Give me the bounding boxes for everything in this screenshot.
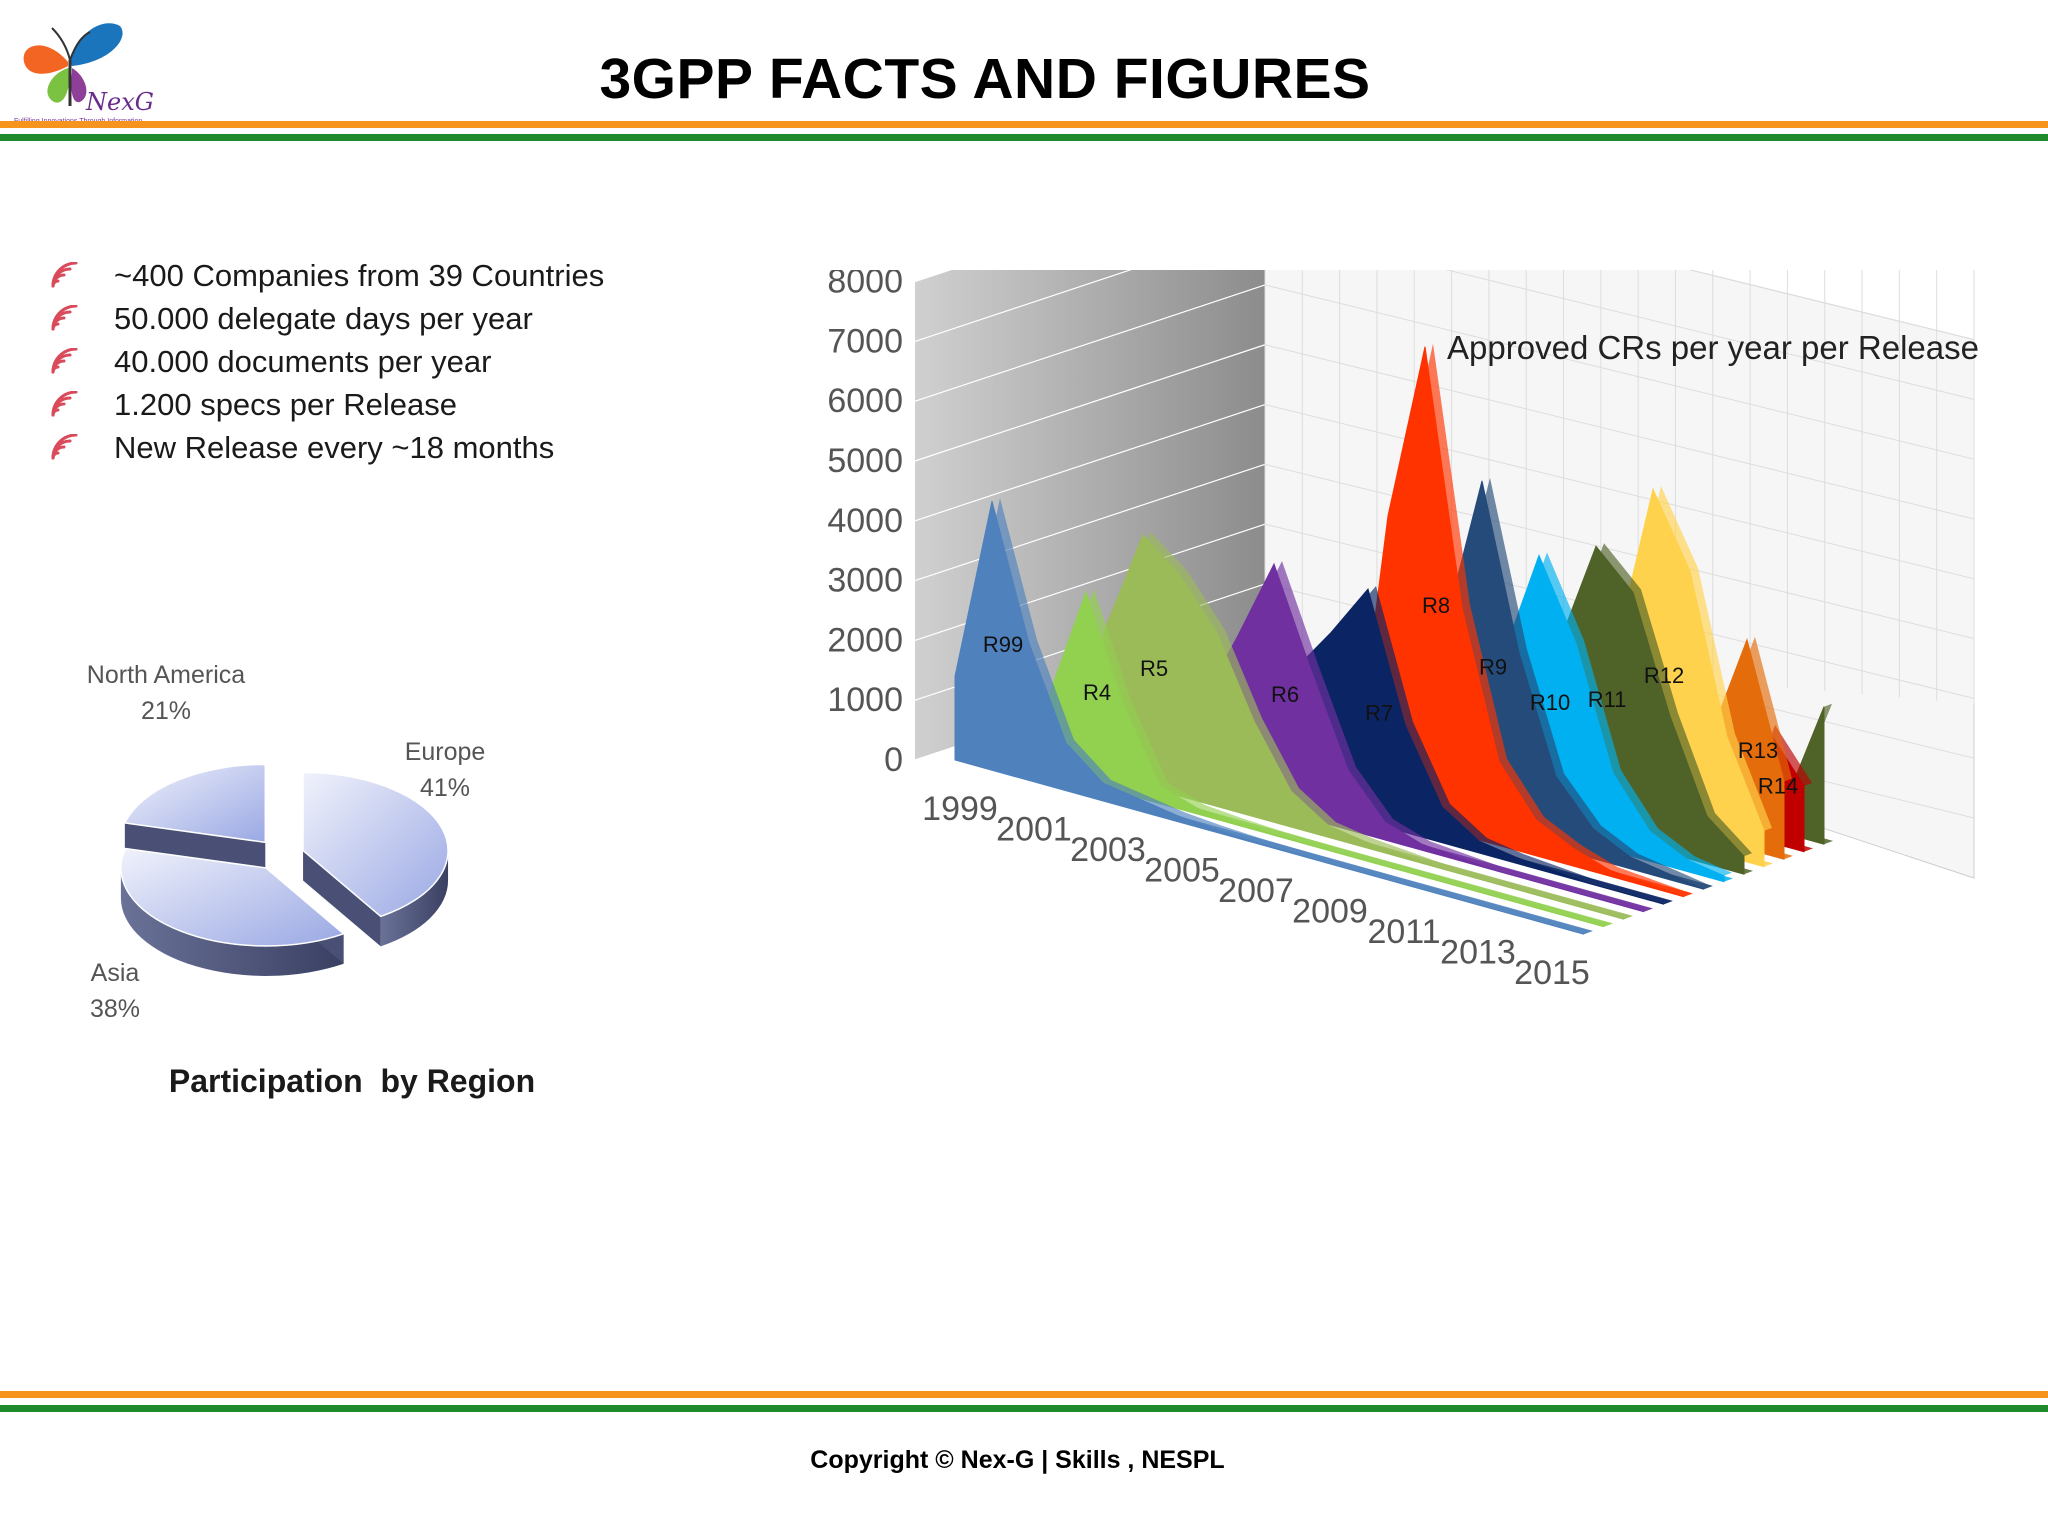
series-label-r11: R11	[1588, 687, 1627, 712]
series-label-r8: R8	[1422, 593, 1450, 618]
series-label-r14: R14	[1758, 773, 1798, 798]
series-label-r6: R6	[1271, 682, 1299, 707]
copyright-text: Copyright © Nex-G | Skills , NESPL	[810, 1446, 1225, 1474]
series-label-r7: R7	[1365, 700, 1393, 725]
y-tick-label: 5000	[827, 442, 903, 480]
wifi-signal-icon	[51, 347, 78, 373]
list-item: 40.000 documents per year	[48, 340, 604, 383]
pie-label-europe-pct: 41%	[420, 774, 470, 802]
y-tick-label: 7000	[827, 322, 903, 360]
facts-list: ~400 Companies from 39 Countries 50.000 …	[48, 254, 604, 469]
x-tick-label: 2007	[1218, 872, 1294, 910]
pie-label-asia-name: Asia	[91, 959, 140, 987]
x-tick-label: 2013	[1440, 934, 1516, 972]
pie-label-north-america-name: North America	[87, 661, 245, 689]
y-tick-label: 1000	[827, 681, 903, 719]
x-tick-label: 2015	[1514, 954, 1590, 992]
wifi-signal-icon	[51, 433, 78, 459]
list-item: New Release every ~18 months	[48, 426, 604, 469]
footer-divider-green	[0, 1405, 2048, 1412]
bullet-text: 1.200 specs per Release	[114, 386, 457, 422]
participation-pie-chart: North America 21% Europe 41% Asia 38% Pa…	[87, 661, 535, 1099]
wifi-signal-icon	[51, 390, 78, 416]
x-tick-label: 2009	[1292, 893, 1368, 931]
pie-label-north-america-pct: 21%	[141, 697, 191, 725]
y-tick-label: 6000	[827, 382, 903, 420]
header-divider-green	[0, 134, 2048, 141]
pie-slice-asia	[120, 847, 346, 976]
butterfly-icon	[23, 23, 123, 106]
list-item: 50.000 delegate days per year	[48, 297, 604, 340]
series-label-r4: R4	[1083, 680, 1111, 705]
y-tick-label: 0	[884, 741, 903, 779]
pie-chart-title: Participation by Region	[169, 1063, 535, 1099]
bullet-text: ~400 Companies from 39 Countries	[114, 257, 605, 293]
y-tick-label: 4000	[827, 502, 903, 540]
y-tick-label: 3000	[827, 562, 903, 600]
area-chart-title: Approved CRs per year per Release	[1447, 329, 1979, 366]
footer-divider-orange	[0, 1391, 2048, 1398]
series-label-r10: R10	[1530, 690, 1570, 715]
bullet-text: New Release every ~18 months	[114, 429, 555, 465]
x-tick-label: 2003	[1070, 831, 1146, 869]
series-label-r13: R13	[1738, 738, 1778, 763]
bullet-text: 40.000 documents per year	[114, 343, 492, 379]
pie-label-asia-pct: 38%	[90, 995, 140, 1023]
pie-label-europe-name: Europe	[405, 738, 486, 766]
x-tick-label: 2011	[1367, 913, 1440, 951]
wifi-signal-icon	[51, 261, 78, 287]
series-r99	[954, 498, 1592, 935]
wifi-signal-icon	[51, 304, 78, 330]
header-divider-orange	[0, 121, 2048, 128]
series-label-r9: R9	[1479, 655, 1507, 680]
logo-brand-text: NexG	[86, 88, 154, 116]
approved-crs-chart: R14 R13 R12 R11 R10 R9 R8 R7 R6 R5 R4 R99 0 1000 2000…	[827, 270, 1979, 992]
pie-slice-europe	[302, 771, 449, 947]
bullet-text: 50.000 delegate days per year	[114, 300, 533, 336]
x-tick-label: 2005	[1144, 852, 1220, 890]
series-label-r12: R12	[1644, 663, 1684, 688]
series-label-r99: R99	[983, 632, 1023, 657]
x-tick-label: 1999	[922, 790, 998, 828]
series-r4	[974, 588, 1612, 928]
y-tick-label: 2000	[827, 621, 903, 659]
pie-slice-north-america	[123, 763, 267, 873]
x-tick-label: 2001	[996, 811, 1072, 849]
y-tick-label: 8000	[827, 270, 903, 301]
series-label-r5: R5	[1140, 656, 1168, 681]
list-item: ~400 Companies from 39 Countries	[48, 254, 604, 297]
page-title: 3GPP FACTS AND FIGURES	[599, 47, 1371, 111]
list-item: 1.200 specs per Release	[48, 383, 604, 426]
